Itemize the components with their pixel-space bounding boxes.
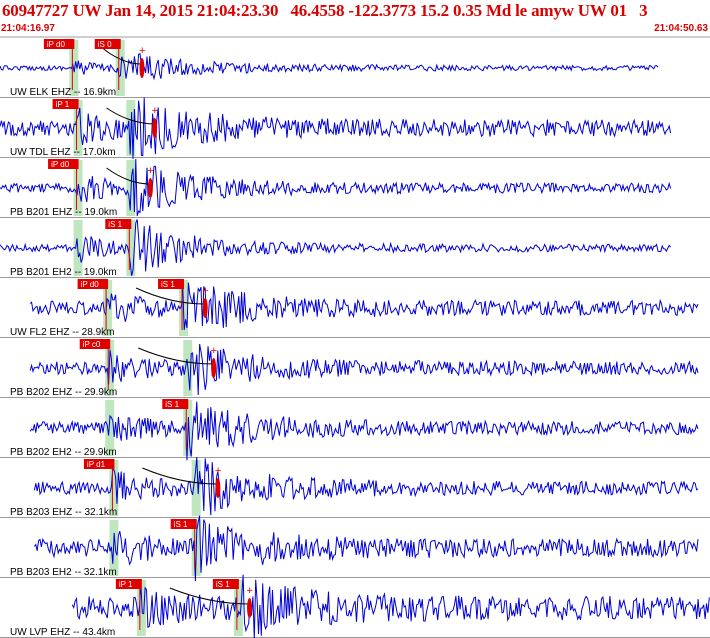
- pick-label: iP 1: [119, 580, 133, 589]
- coda-curve: [102, 47, 142, 65]
- coda-marker: [152, 118, 158, 138]
- coda-curve: [142, 467, 218, 485]
- station-label: PB B202 EH2 -- 29.9km: [10, 447, 117, 458]
- coda-marker: [139, 58, 145, 78]
- pick-label: iP d0: [47, 40, 66, 49]
- pick-window: [103, 280, 113, 336]
- pick-flag: [105, 219, 132, 229]
- station-label: PB B203 EH2 -- 32.1km: [10, 567, 117, 578]
- pick-window: [233, 580, 243, 636]
- coda-curve: [138, 347, 214, 365]
- pick-label: iS 1: [165, 400, 179, 409]
- waveform: [0, 53, 659, 81]
- coda-plus: +: [247, 585, 253, 597]
- station-label: UW ELK EHZ -- 16.9km: [10, 87, 116, 98]
- pick-flag: [83, 459, 115, 469]
- pick-window: [136, 580, 146, 636]
- trace-row: + iP c0 PB B202 EHZ -- 29.9km: [0, 339, 710, 398]
- pick-label: iP 1: [56, 100, 70, 109]
- pick-flag: [158, 279, 185, 289]
- coda-plus: +: [215, 465, 221, 477]
- pick-label: iP d0: [51, 160, 70, 169]
- pick-flag: [170, 519, 197, 529]
- pick-label: iS 1: [216, 580, 230, 589]
- trace-row: + iP d0 iS 1 UW FL2 EHZ -- 28.9km: [0, 279, 710, 338]
- station-label: PB B201 EH2 -- 19.0km: [10, 267, 117, 278]
- pick-window: [109, 460, 119, 516]
- pick-window: [115, 40, 125, 96]
- waveform: [29, 282, 699, 330]
- pick-label: iS 1: [161, 280, 175, 289]
- pick-flag: [115, 579, 142, 589]
- end-time-label: 21:04:50.63: [654, 23, 708, 34]
- start-time-label: 21:04:16.97: [1, 23, 55, 34]
- station-label: PB B203 EHZ -- 32.1km: [10, 507, 117, 518]
- coda-marker: [215, 478, 221, 498]
- waveform: [33, 457, 699, 516]
- pick-flag: [94, 39, 121, 49]
- pick-flag: [79, 339, 111, 349]
- trace-row: iS 1 PB B203 EH2 -- 32.1km: [0, 515, 710, 582]
- event-header: 60947727 UW Jan 14, 2015 21:04:23.30 46.…: [0, 0, 710, 38]
- pick-label: iS 1: [108, 220, 122, 229]
- coda-curve: [106, 167, 151, 185]
- pick-flag: [77, 279, 109, 289]
- trace-panel: + iP d0 iS 0 UW ELK EHZ -- 16.9km + iP 1 UW TD…: [0, 39, 710, 638]
- pick-window: [126, 220, 136, 276]
- pick-flag: [48, 159, 79, 169]
- pick-label: iP d0: [81, 280, 100, 289]
- coda-plus: +: [202, 285, 208, 297]
- coda-marker: [147, 178, 153, 198]
- waveform: [0, 219, 671, 276]
- trace-row: + iP d0 iS 0 UW ELK EHZ -- 16.9km: [0, 39, 710, 98]
- waveform: [0, 158, 672, 217]
- coda-plus: +: [211, 345, 217, 357]
- coda-marker: [247, 598, 253, 618]
- station-label: PB B201 EHZ -- 19.0km: [10, 207, 117, 218]
- coda-curve: [169, 587, 250, 605]
- waveform: [71, 574, 710, 638]
- waveform: [33, 515, 699, 582]
- waveform: [29, 401, 699, 461]
- station-label: UW FL2 EHZ -- 28.9km: [10, 327, 114, 338]
- pick-flag: [212, 579, 239, 589]
- event-title: 60947727 UW Jan 14, 2015 21:04:23.30 46.…: [2, 1, 648, 20]
- station-label: UW TDL EHZ -- 17.0km: [10, 147, 116, 158]
- coda-curve: [106, 107, 155, 125]
- pick-flag: [52, 99, 79, 109]
- trace-row: iS 1 PB B202 EH2 -- 29.9km: [0, 399, 710, 461]
- trace-row: + iP d0 PB B201 EHZ -- 19.0km: [0, 158, 710, 218]
- pick-window: [73, 100, 83, 156]
- waveform: [29, 344, 699, 396]
- pick-window: [191, 460, 201, 516]
- trace-row: + iP 1 iS 1 UW LVP EHZ -- 43.4km: [0, 574, 710, 638]
- coda-plus: +: [152, 105, 158, 117]
- pick-flag: [43, 39, 75, 49]
- trace-row: + iP d1 PB B203 EHZ -- 32.1km: [0, 457, 710, 518]
- coda-curve: [135, 287, 206, 305]
- coda-plus: +: [147, 165, 153, 177]
- pick-window: [105, 400, 115, 456]
- pick-label: iP d1: [87, 460, 106, 469]
- pick-label: iP c0: [83, 340, 101, 349]
- pick-label: iS 1: [174, 520, 188, 529]
- header-divider: [0, 36, 710, 38]
- coda-plus: +: [139, 45, 145, 57]
- coda-marker: [211, 358, 217, 378]
- station-label: UW LVP EHZ -- 43.4km: [10, 627, 115, 638]
- station-label: PB B202 EHZ -- 29.9km: [10, 387, 117, 398]
- coda-marker: [202, 298, 208, 318]
- waveform: [0, 97, 672, 159]
- trace-row: iS 1 PB B201 EH2 -- 19.0km: [0, 219, 710, 278]
- pick-label: iS 0: [98, 40, 112, 49]
- trace-row: + iP 1 UW TDL EHZ -- 17.0km: [0, 97, 710, 159]
- pick-flag: [162, 399, 189, 409]
